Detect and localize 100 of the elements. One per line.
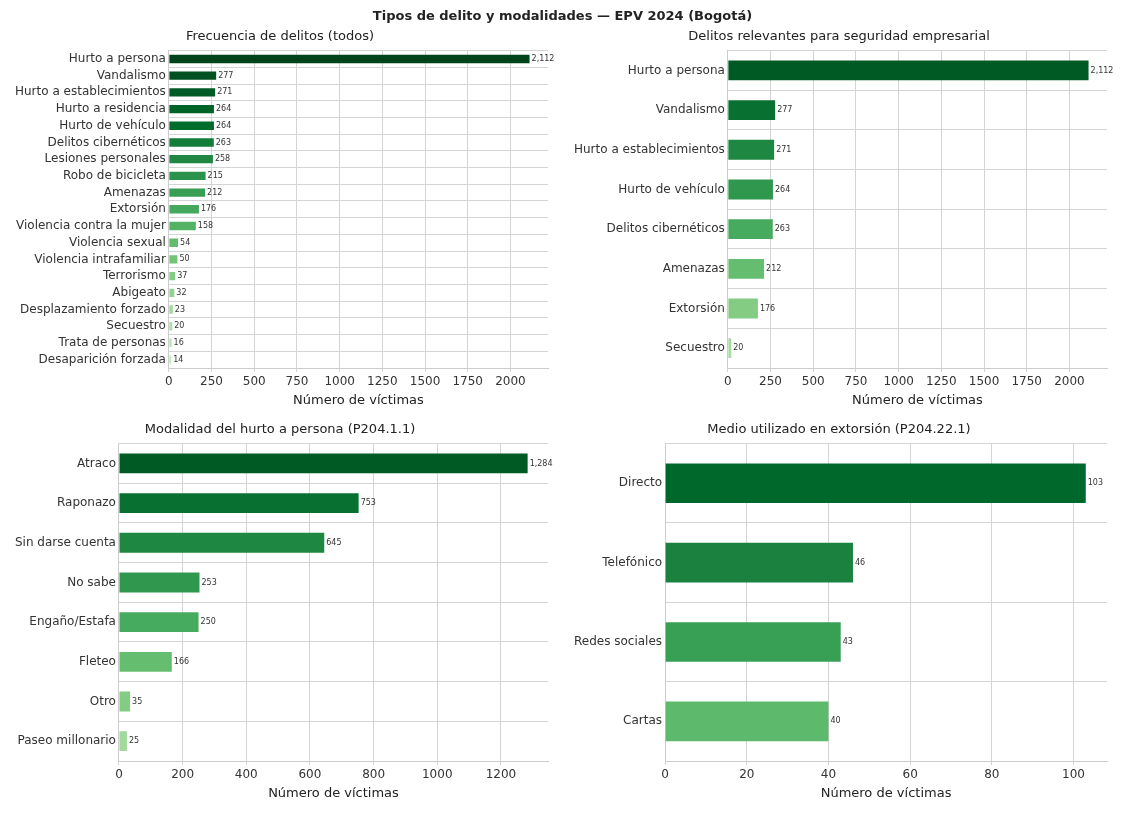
bar xyxy=(119,532,325,553)
bar xyxy=(169,155,213,164)
y-tick-label: Raponazo xyxy=(56,495,116,510)
data-label: 37 xyxy=(177,271,188,281)
y-tick-label: Trata de personas xyxy=(57,335,166,350)
x-tick-label: 80 xyxy=(984,767,1000,782)
x-tick-label: 1200 xyxy=(485,767,517,782)
bar xyxy=(665,701,829,742)
bar xyxy=(169,88,216,97)
data-label: 54 xyxy=(180,237,191,247)
y-tick-label: Redes sociales xyxy=(573,634,663,649)
x-axis-title: Número de víctimas xyxy=(852,391,984,407)
data-label: 35 xyxy=(132,696,143,706)
bar xyxy=(169,255,178,264)
x-tick-label: 750 xyxy=(285,374,309,389)
bar xyxy=(119,691,131,712)
y-tick-label: Violencia intrafamiliar xyxy=(34,251,166,266)
y-tick-label: Secuestro xyxy=(106,318,166,333)
x-tick-label: 1000 xyxy=(883,374,914,389)
y-tick-label: No sabe xyxy=(67,574,116,589)
bar xyxy=(169,54,530,64)
bar xyxy=(169,138,214,147)
y-tick-label: Robo de bicicleta xyxy=(62,168,166,183)
bar xyxy=(169,71,217,80)
x-tick-label: 1500 xyxy=(409,374,441,389)
x-tick-label: 100 xyxy=(1062,767,1085,782)
bar xyxy=(169,322,173,331)
y-tick-label: Hurto a persona xyxy=(68,51,166,66)
data-label: 23 xyxy=(174,304,185,314)
y-tick-label: Delitos cibernéticos xyxy=(606,221,725,236)
x-axis-title: Número de víctimas xyxy=(820,784,952,800)
bar xyxy=(665,463,1086,504)
x-tick-label: 1750 xyxy=(1011,374,1043,389)
bar xyxy=(728,338,732,359)
data-label: 158 xyxy=(197,221,214,231)
bar xyxy=(169,338,172,348)
bar xyxy=(119,493,359,514)
y-tick-label: Telefónico xyxy=(601,554,663,569)
x-tick-label: 40 xyxy=(820,767,837,782)
data-label: 46 xyxy=(854,557,866,567)
bar xyxy=(728,219,773,240)
y-tick-label: Otro xyxy=(89,693,116,708)
x-tick-label: 1000 xyxy=(324,374,355,389)
data-label: 2,112 xyxy=(531,54,555,64)
data-label: 753 xyxy=(360,498,376,508)
y-tick-label: Violencia contra la mujer xyxy=(16,218,166,233)
data-label: 258 xyxy=(214,154,231,164)
data-label: 263 xyxy=(774,224,791,234)
bar xyxy=(728,179,773,200)
x-axis-title: Número de víctimas xyxy=(268,784,400,800)
data-label: 176 xyxy=(200,204,217,214)
data-label: 50 xyxy=(179,254,190,264)
bar xyxy=(169,104,214,114)
data-label: 253 xyxy=(201,577,217,587)
data-label: 250 xyxy=(200,617,216,627)
y-tick-label: Vandalismo xyxy=(96,67,166,82)
y-tick-label: Delitos cibernéticos xyxy=(47,134,166,149)
bar xyxy=(169,238,179,247)
data-label: 20 xyxy=(174,321,185,331)
y-tick-label: Hurto a establecimientos xyxy=(573,141,725,156)
data-label: 215 xyxy=(207,170,223,180)
text: Tipos de delito y modalidades — EPV 2024 (Bogotá) xyxy=(371,8,754,23)
y-tick-label: Sin darse cuenta xyxy=(14,534,116,549)
data-label: 166 xyxy=(173,656,190,666)
y-tick-label: Engaño/Estafa xyxy=(29,614,116,629)
x-tick-label: 400 xyxy=(234,767,258,782)
y-tick-label: Desplazamiento forzado xyxy=(20,301,166,316)
bar xyxy=(169,305,173,314)
y-tick-label: Hurto a residencia xyxy=(55,101,166,116)
x-tick-label: 250 xyxy=(200,374,224,389)
y-tick-label: Secuestro xyxy=(665,340,725,355)
x-tick-label: 0 xyxy=(165,374,173,389)
data-label: 277 xyxy=(777,105,793,115)
x-tick-label: 750 xyxy=(844,374,868,389)
data-label: 263 xyxy=(215,137,232,147)
bar xyxy=(665,542,853,583)
y-tick-label: Amenazas xyxy=(103,184,166,199)
x-tick-label: 200 xyxy=(171,767,195,782)
bar xyxy=(119,453,528,474)
data-label: 264 xyxy=(215,104,232,114)
data-label: 2,112 xyxy=(1090,65,1114,75)
data-label: 212 xyxy=(766,263,782,273)
bar xyxy=(728,60,1089,81)
bar xyxy=(728,258,765,279)
y-tick-label: Lesiones personales xyxy=(44,151,166,166)
y-tick-label: Abigeato xyxy=(112,284,166,299)
bar xyxy=(169,121,214,130)
y-tick-label: Hurto de vehículo xyxy=(618,181,725,196)
x-axis-title: Número de víctimas xyxy=(293,391,425,407)
y-tick-label: Amenazas xyxy=(662,260,725,275)
bar xyxy=(665,622,841,662)
y-tick-label: Fleteo xyxy=(78,653,116,668)
data-label: 103 xyxy=(1087,478,1104,488)
bar xyxy=(119,731,127,752)
data-label: 176 xyxy=(759,303,776,313)
y-tick-label: Extorsión xyxy=(109,201,166,216)
x-tick-label: 20 xyxy=(739,767,755,782)
x-tick-label: 600 xyxy=(298,767,322,782)
y-tick-label: Atraco xyxy=(77,455,116,470)
data-label: 212 xyxy=(207,187,223,197)
